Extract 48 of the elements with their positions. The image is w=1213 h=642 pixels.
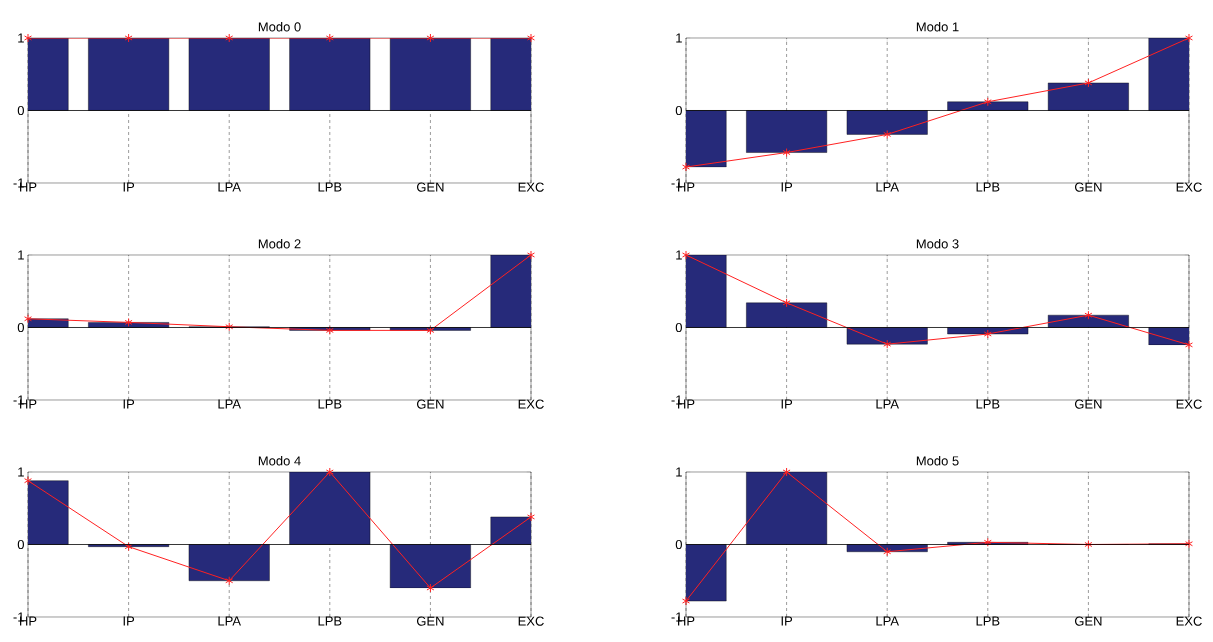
x-tick-label: EXC	[518, 616, 544, 626]
x-tick-label: EXC	[1176, 616, 1202, 626]
x-tick-label: IP	[123, 399, 135, 409]
x-tick-label: LPA	[876, 182, 899, 192]
x-tick-label: LPA	[876, 616, 899, 626]
x-tick-label: GEN	[1074, 399, 1102, 409]
y-tick-label: 1	[676, 33, 682, 43]
y-tick-label: 0	[675, 322, 682, 333]
x-tick-label: GEN	[1074, 182, 1102, 192]
x-tick-label: EXC	[1176, 182, 1202, 192]
x-tick-label: LPB	[976, 616, 1000, 626]
y-tick-label: 1	[676, 250, 682, 260]
x-tick-label: GEN	[416, 399, 444, 409]
x-tick-label: IP	[781, 182, 793, 192]
x-tick-label: EXC	[1176, 399, 1202, 409]
x-tick-label: EXC	[518, 182, 544, 192]
x-tick-label: LPB	[318, 616, 342, 626]
chart-title: Modo 4	[258, 455, 301, 466]
y-tick-label: 0	[17, 105, 24, 116]
x-tick-label: LPB	[976, 182, 1000, 192]
x-tick-label: LPA	[218, 182, 241, 192]
x-tick-label: IP	[123, 182, 135, 192]
x-tick-label: GEN	[416, 182, 444, 192]
chart-title: Modo 3	[916, 238, 959, 249]
chart-title: Modo 1	[916, 21, 959, 32]
x-tick-label: EXC	[518, 399, 544, 409]
x-tick-label: LPA	[218, 616, 241, 626]
x-tick-label: GEN	[1074, 616, 1102, 626]
x-tick-label: GEN	[416, 616, 444, 626]
y-tick-label: 0	[675, 105, 682, 116]
x-tick-label: LPA	[218, 399, 241, 409]
chart-title: Modo 5	[916, 455, 959, 466]
x-tick-label: IP	[781, 399, 793, 409]
x-tick-label: LPB	[318, 399, 342, 409]
y-tick-label: 0	[675, 539, 682, 550]
y-tick-label: 1	[18, 250, 24, 260]
x-tick-label: LPA	[876, 399, 899, 409]
y-tick-label: 1	[676, 467, 682, 477]
chart-title: Modo 0	[258, 21, 301, 32]
y-tick-label: 0	[17, 539, 24, 550]
y-tick-label: 0	[17, 322, 24, 333]
x-tick-label: LPB	[318, 182, 342, 192]
chart-title: Modo 2	[258, 238, 301, 249]
y-tick-label: 1	[18, 467, 24, 477]
x-tick-label: IP	[123, 616, 135, 626]
x-tick-label: IP	[781, 616, 793, 626]
x-tick-label: LPB	[976, 399, 1000, 409]
y-tick-label: 1	[18, 33, 24, 43]
